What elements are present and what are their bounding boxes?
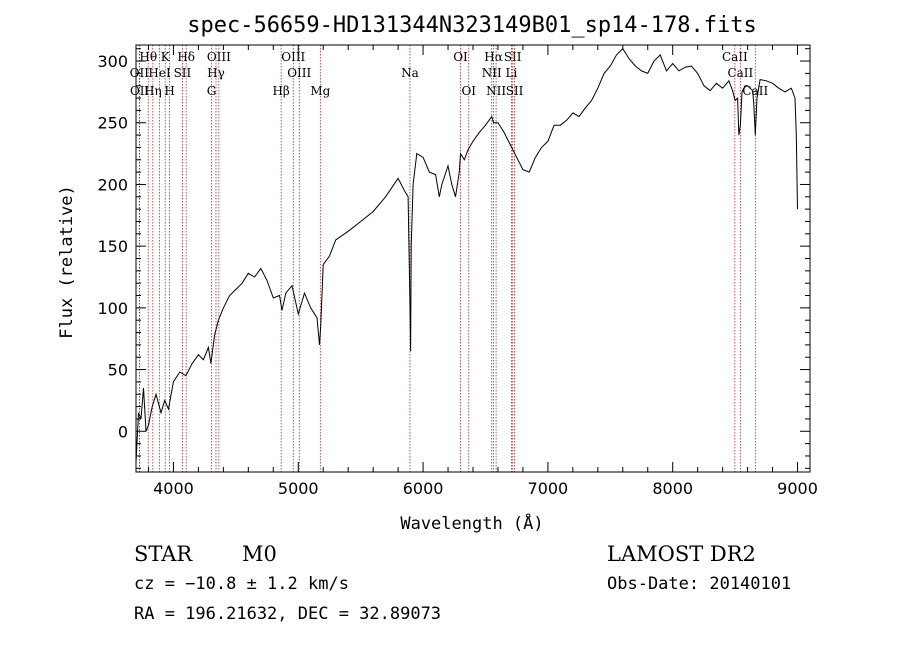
marker-label: Na xyxy=(401,66,419,80)
marker-label: SII xyxy=(504,50,522,64)
axis-ticks: 4000 5000 6000 7000 8000 9000 0 50 100 150 200 250 3… xyxy=(97,45,818,498)
marker-label: K xyxy=(161,50,171,64)
marker-label: OIII xyxy=(287,66,311,80)
marker-label: H xyxy=(164,84,174,98)
redshift-velocity: cz = −10.8 ± 1.2 km/s xyxy=(134,574,349,594)
marker-label: Mg xyxy=(310,84,330,98)
x-tick-label: 4000 xyxy=(153,479,194,498)
spectrum-line xyxy=(135,47,798,463)
y-tick-label: 200 xyxy=(97,175,128,194)
marker-label: OI xyxy=(453,50,468,64)
marker-label: OII xyxy=(130,84,150,98)
marker-label: Li xyxy=(506,66,518,80)
coordinates: RA = 196.21632, DEC = 32.89073 xyxy=(134,604,441,624)
marker-label: OIII xyxy=(207,50,231,64)
marker-label: Hα xyxy=(484,50,503,64)
marker-label: OIII xyxy=(281,50,305,64)
plot-frame xyxy=(135,44,811,473)
marker-label: NII xyxy=(486,84,506,98)
marker-label: OI xyxy=(461,84,476,98)
marker-label: HeI xyxy=(148,66,171,80)
marker-label: NII xyxy=(482,66,502,80)
marker-label: CaII xyxy=(722,50,748,64)
marker-label: Hγ xyxy=(207,66,225,80)
y-tick-label: 100 xyxy=(97,299,128,318)
marker-label: G xyxy=(207,84,217,98)
marker-label: Hδ xyxy=(177,50,195,64)
observation-date: Obs-Date: 20140101 xyxy=(607,574,791,594)
x-tick-label: 9000 xyxy=(777,479,818,498)
marker-label: CaII xyxy=(727,66,753,80)
y-tick-label: 50 xyxy=(108,361,128,380)
y-tick-label: 250 xyxy=(97,114,128,133)
marker-label: Hη xyxy=(144,84,162,98)
x-tick-label: 7000 xyxy=(528,479,569,498)
object-class: STAR xyxy=(134,542,193,566)
x-tick-label: 8000 xyxy=(652,479,693,498)
marker-label: Hθ xyxy=(139,50,157,64)
x-tick-label: 5000 xyxy=(278,479,319,498)
object-subclass: M0 xyxy=(242,542,277,566)
marker-label: SII xyxy=(506,84,524,98)
chart-title: spec-56659-HD131344N323149B01_sp14-178.f… xyxy=(187,13,757,38)
y-tick-label: 0 xyxy=(118,422,128,441)
y-axis-title: Flux (relative) xyxy=(57,185,77,339)
y-tick-label: 300 xyxy=(97,52,128,71)
marker-label: SII xyxy=(174,66,192,80)
x-tick-label: 6000 xyxy=(403,479,444,498)
x-axis-title: Wavelength (Å) xyxy=(400,512,543,534)
survey-name: LAMOST DR2 xyxy=(607,542,756,566)
marker-label: Hβ xyxy=(272,84,289,98)
y-tick-label: 150 xyxy=(97,237,128,256)
